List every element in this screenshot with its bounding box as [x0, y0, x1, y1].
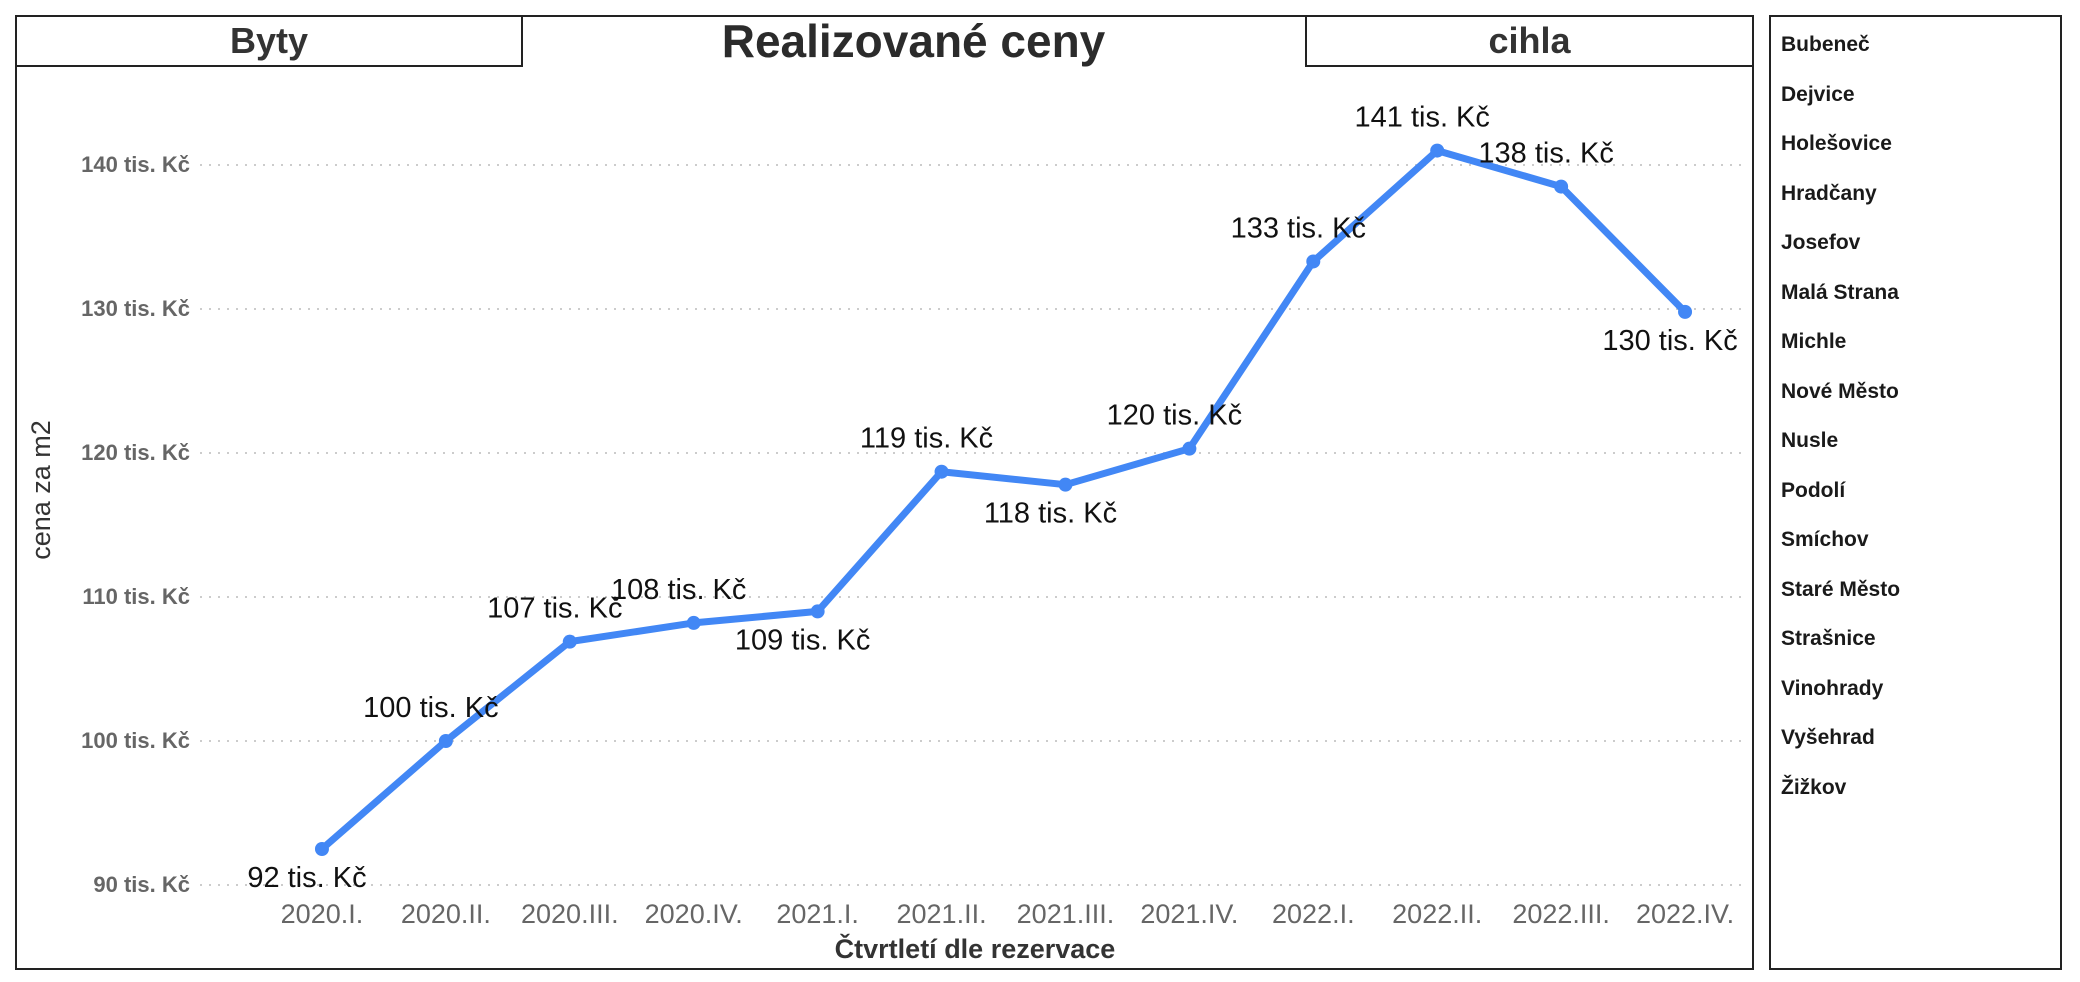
chart-panel	[15, 15, 1754, 970]
data-label: 108 tis. Kč	[611, 574, 746, 606]
district-item-dejvice[interactable]: Dejvice	[1781, 82, 1855, 106]
data-label: 92 tis. Kč	[247, 862, 366, 894]
x-tick-label: 2022.I.	[1272, 899, 1355, 929]
y-tick-label: 140 tis. Kč	[81, 152, 190, 177]
data-label: 119 tis. Kč	[860, 423, 993, 455]
segment-label: Byty	[15, 15, 523, 67]
data-label: 141 tis. Kč	[1355, 102, 1490, 134]
x-tick-label: 2021.IV.	[1140, 899, 1238, 929]
district-item-nove-mesto[interactable]: Nové Město	[1781, 379, 1899, 403]
district-item-michle[interactable]: Michle	[1781, 330, 1847, 353]
data-point	[314, 842, 329, 856]
district-item-zizkov[interactable]: Žižkov	[1781, 775, 1847, 799]
district-item-josefov[interactable]: Josefov	[1781, 231, 1861, 254]
district-item-hradcany[interactable]: Hradčany	[1781, 181, 1877, 205]
y-axis-title: cena za m2	[26, 420, 56, 560]
data-label: 109 tis. Kč	[735, 624, 870, 656]
y-tick-label: 110 tis. Kč	[82, 584, 190, 609]
x-tick-label: 2020.IV.	[645, 899, 743, 929]
data-label: 107 tis. Kč	[487, 593, 622, 625]
data-point	[562, 634, 577, 649]
data-point	[686, 615, 701, 630]
x-axis-title: Čtvrtletí dle rezervace	[835, 933, 1116, 964]
x-tick-label: 2022.IV.	[1636, 899, 1734, 929]
x-tick-label: 2021.III.	[1017, 899, 1115, 929]
data-label: 120 tis. Kč	[1107, 400, 1242, 432]
district-item-vysehrad[interactable]: Vyšehrad	[1781, 726, 1875, 749]
y-tick-label: 100 tis. Kč	[81, 728, 190, 753]
data-label: 130 tis. Kč	[1602, 325, 1737, 357]
material-label-text: cihla	[1488, 20, 1571, 61]
x-tick-label: 2020.II.	[401, 899, 491, 929]
y-tick-label: 120 tis. Kč	[81, 440, 190, 465]
district-item-strasnice[interactable]: Strašnice	[1781, 627, 1876, 650]
district-item-podoli[interactable]: Podolí	[1781, 478, 1846, 502]
district-item-bubenec[interactable]: Bubeneč	[1781, 33, 1870, 56]
data-point	[810, 604, 825, 619]
district-item-vinohrady[interactable]: Vinohrady	[1781, 676, 1884, 700]
district-item-stare-mesto[interactable]: Staré Město	[1781, 577, 1901, 601]
district-item-mala-strana[interactable]: Malá Strana	[1781, 280, 1899, 304]
district-item-smichov[interactable]: Smíchov	[1781, 528, 1869, 551]
district-item-holesovice[interactable]: Holešovice	[1781, 132, 1892, 155]
data-label: 133 tis. Kč	[1231, 212, 1366, 244]
material-label: cihla	[1305, 15, 1754, 67]
x-tick-label: 2020.I.	[281, 899, 364, 929]
data-label: 138 tis. Kč	[1478, 138, 1613, 170]
y-tick-label: 90 tis. Kč	[93, 872, 190, 897]
x-tick-label: 2022.III.	[1512, 899, 1610, 929]
data-point	[1306, 254, 1321, 269]
data-point	[1182, 441, 1197, 456]
data-point	[438, 734, 453, 748]
data-point	[934, 464, 949, 479]
x-tick-label: 2021.II.	[897, 899, 987, 929]
district-item-nusle[interactable]: Nusle	[1781, 429, 1839, 452]
segment-label-text: Byty	[229, 20, 309, 61]
x-tick-label: 2022.II.	[1392, 899, 1482, 929]
x-tick-label: 2020.III.	[521, 899, 619, 929]
x-tick-label: 2021.I.	[776, 899, 859, 929]
chart-title: Realizované ceny	[522, 15, 1305, 67]
data-point	[1430, 143, 1445, 158]
chart-title-text: Realizované ceny	[721, 15, 1106, 67]
data-point	[1678, 304, 1693, 319]
data-label: 118 tis. Kč	[984, 498, 1117, 530]
data-point	[1058, 477, 1073, 492]
data-label: 100 tis. Kč	[363, 692, 498, 724]
series-line	[318, 147, 1689, 853]
district-filter-list: Bubeneč Dejvice Holešovice Hradčany Jose…	[1769, 15, 2062, 970]
data-point	[1554, 179, 1569, 194]
y-tick-label: 130 tis. Kč	[81, 296, 190, 321]
